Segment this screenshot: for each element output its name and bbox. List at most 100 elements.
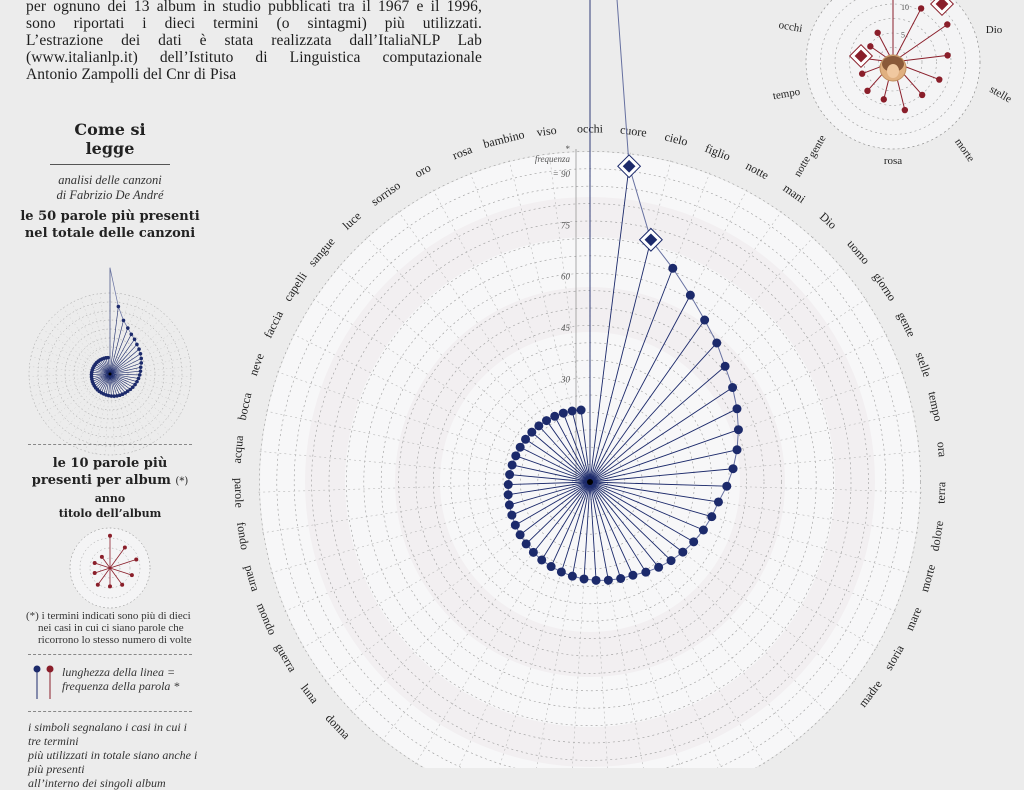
category-label: neve: [246, 351, 267, 377]
legend-note-line: ricorrono lo stesso numero di volte: [38, 634, 192, 646]
category-label: terra: [934, 481, 949, 504]
value-spoke: [533, 481, 591, 553]
axis-title: frequenza: [535, 154, 571, 164]
small-axis-tick: 10: [901, 3, 909, 12]
data-point: [510, 520, 520, 530]
data-point: [707, 512, 717, 522]
mini-data-point: [129, 332, 134, 337]
mini-spoke: [109, 373, 136, 385]
data-point: [567, 406, 577, 416]
category-label: tempo: [925, 390, 945, 422]
mini10-data-point: [108, 584, 112, 589]
value-spoke: [589, 408, 738, 483]
mini-spoke: [91, 372, 111, 375]
divider: [28, 444, 192, 445]
data-point: [733, 425, 743, 435]
lollipop-dot-navy: [33, 665, 41, 673]
intro-line: Antonio Zampolli del Cnr di Pisa: [26, 66, 237, 83]
mini-spoke: [93, 365, 111, 375]
mini10-grid-ring: [69, 527, 151, 609]
small-data-point: [901, 106, 909, 114]
mini-grid-spoke: [66, 373, 111, 444]
value-spoke: [589, 481, 727, 487]
mini-data-point: [135, 342, 139, 347]
mini-grid-ring: [55, 319, 165, 429]
data-point: [700, 315, 710, 325]
legend-titolo: titolo dell’album: [58, 507, 162, 520]
mini-grid-spoke: [109, 373, 189, 397]
value-spoke: [519, 481, 591, 536]
mini-grid-spoke: [109, 373, 136, 453]
category-label: cuore: [619, 122, 647, 139]
data-point: [528, 547, 538, 557]
category-label: rosa: [450, 142, 474, 163]
mini-data-point: [117, 393, 122, 398]
data-point: [732, 404, 742, 414]
mini-grid-spoke: [104, 373, 111, 456]
mini-spoke: [109, 353, 141, 375]
data-point: [712, 338, 722, 348]
legend-panel: Come si legge analisi delle canzoni di F…: [20, 118, 200, 467]
small-data-point: [944, 52, 951, 59]
value-spoke: [525, 481, 591, 545]
mini-data-point: [133, 382, 137, 387]
mini-spoke: [101, 358, 111, 375]
mini-grid-spoke: [28, 373, 111, 377]
mini-spoke: [109, 327, 129, 375]
grid-ring: [380, 272, 800, 692]
mini10-spoke: [109, 567, 132, 576]
mini-spoke: [94, 373, 111, 387]
legend-mini-chart-50: [28, 267, 192, 456]
small-grid-ring: [849, 18, 937, 106]
data-point: [728, 464, 738, 474]
data-point: [558, 408, 568, 418]
mini-spoke: [109, 373, 115, 397]
value-spoke: [515, 455, 591, 483]
mini-data-point: [128, 387, 133, 392]
data-point: [616, 573, 626, 583]
data-point: [666, 556, 676, 566]
legend-heading-mark: (*): [175, 476, 189, 487]
data-point: [654, 562, 664, 572]
mini-spoke: [109, 306, 119, 375]
mini-spoke: [109, 373, 138, 382]
mini-grid-spoke: [28, 366, 111, 375]
mini-data-point: [112, 394, 116, 398]
data-point: [603, 575, 613, 585]
portrait-face: [887, 64, 899, 78]
grid-ring: [467, 359, 713, 605]
legend-subtitle: analisi delle canzoni di Fabrizio De And…: [20, 173, 200, 203]
mini-spoke: [109, 373, 123, 395]
data-point: [713, 497, 723, 507]
mini-spoke: [105, 357, 111, 375]
divider: [28, 711, 192, 712]
mini10-data-point: [92, 570, 97, 575]
category-label: sangue: [305, 235, 337, 269]
grid-ring: [328, 220, 852, 744]
mini-spoke: [103, 358, 111, 375]
mini-spoke: [108, 373, 111, 396]
grid-ring: [520, 412, 660, 552]
mini-data-point: [116, 304, 121, 309]
mini-spoke: [91, 373, 111, 375]
mini10-spoke: [109, 567, 123, 585]
mini-spoke: [99, 373, 111, 392]
mini-data-point: [120, 392, 125, 397]
mini10-spoke: [97, 567, 111, 585]
category-label: acqua: [230, 434, 247, 464]
value-spoke: [512, 464, 591, 483]
category-label: ora: [934, 441, 949, 458]
mini10-spoke: [94, 567, 111, 574]
category-label: bocca: [235, 391, 255, 422]
mini-spoke: [92, 369, 111, 375]
mini-spoke: [101, 373, 111, 393]
small-data-point: [864, 87, 871, 95]
data-point: [505, 470, 515, 480]
value-spoke: [519, 446, 591, 483]
category-label: luna: [298, 681, 322, 706]
mini-grid-spoke: [94, 373, 111, 455]
intro-line: (www.italianlp.it) dell’Istituto di Ling…: [26, 49, 482, 66]
mini-grid-spoke: [29, 356, 111, 375]
mini-data-point: [137, 373, 142, 377]
value-spoke: [508, 481, 591, 496]
